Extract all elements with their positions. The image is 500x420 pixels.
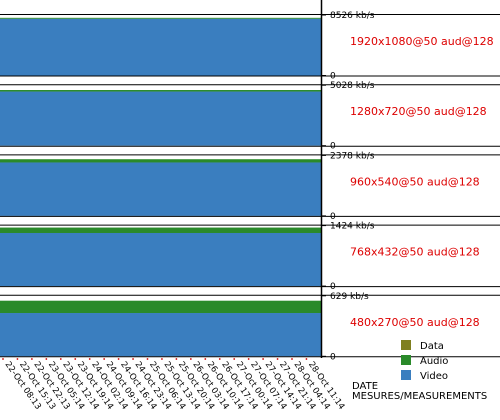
video-bar-3 [0,232,321,287]
x-tick-dot-9 [132,358,134,360]
x-tick-dot-8 [117,358,120,360]
zero-label-1: 0 [330,142,336,152]
x-tick-dot-21 [305,358,308,360]
max-label-2: 2378 kb/s [330,151,375,161]
video-bar-2 [0,162,321,216]
legend-label-video: Video [420,371,448,382]
legend-swatch-data [401,340,411,350]
profile-label-2: 960x540@50 aud@128 [350,175,480,188]
audio-bar-3 [0,227,321,233]
audio-bar-2 [0,159,321,163]
x-tick-dot-0 [2,358,4,360]
x-tick-dot-12 [175,358,178,360]
x-tick-dot-18 [262,358,264,360]
profile-label-4: 480x270@50 aud@128 [350,316,480,329]
x-tick-dot-20 [291,358,293,360]
x-tick-dot-15 [218,358,221,360]
video-bar-4 [0,313,321,357]
x-tick-dot-10 [146,358,149,360]
x-tick-dot-7 [103,358,106,360]
audio-bar-4 [0,300,321,314]
x-axis-subtitle: MESURES/MEASUREMENTS [352,391,487,402]
profile-label-1: 1280x720@50 aud@128 [350,105,487,118]
video-bar-0 [0,18,321,76]
x-tick-dot-14 [204,358,207,360]
zero-label-0: 0 [330,72,336,82]
profile-label-0: 1920x1080@50 aud@128 [350,35,494,48]
audio-bar-0 [0,17,321,19]
audio-bar-1 [0,90,321,92]
x-tick-dot-11 [161,358,163,360]
video-bar-1 [0,91,321,146]
x-tick-dot-5 [74,358,77,360]
x-tick-dot-19 [276,358,279,360]
x-tick-dot-6 [88,358,91,360]
max-label-4: 629 kb/s [330,292,369,302]
profile-label-3: 768x432@50 aud@128 [350,246,480,259]
x-tick-dot-17 [247,358,250,360]
x-tick-dot-16 [233,358,236,360]
max-label-1: 5028 kb/s [330,81,375,91]
legend-label-data: Data [420,341,444,352]
legend-label-audio: Audio [420,356,448,367]
legend-swatch-video [401,370,411,380]
zero-label-3: 0 [330,282,336,292]
x-axis-title: DATE [352,381,378,392]
zero-label-4: 0 [330,352,336,362]
max-label-0: 8526 kb/s [330,11,375,21]
x-tick-dot-3 [45,358,48,360]
zero-label-2: 0 [330,212,336,222]
x-tick-dot-4 [59,358,62,360]
x-tick-dot-2 [31,358,33,360]
x-tick-dot-13 [189,358,192,360]
max-label-3: 1424 kb/s [330,222,375,232]
legend-swatch-audio [401,355,411,365]
x-tick-dot-1 [16,358,19,360]
